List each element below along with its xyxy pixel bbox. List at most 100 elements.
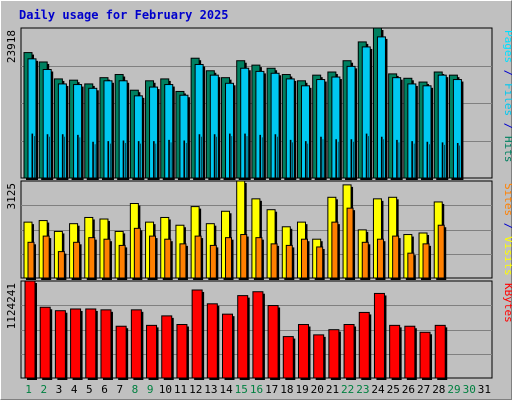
pages-bar-day-11-shadow xyxy=(185,142,187,180)
hits-panel-legend-part-1: / xyxy=(502,63,512,83)
pages-bar-day-29 xyxy=(456,143,459,179)
kbytes-panel-legend-part-0: KBytes xyxy=(502,283,512,323)
pages-bar-day-9 xyxy=(153,141,155,179)
pages-bar-day-17 xyxy=(274,134,277,179)
pages-bar-day-29-shadow xyxy=(459,145,461,180)
pages-bar-day-22-shadow xyxy=(353,141,354,180)
kbytes-bar-day-18 xyxy=(282,336,294,379)
kbytes-bar-day-22 xyxy=(343,324,355,379)
pages-bar-day-8 xyxy=(137,141,140,179)
pages-bar-day-21-shadow xyxy=(337,141,339,180)
day-label-16: 16 xyxy=(250,383,263,396)
pages-bar-day-15-shadow xyxy=(246,136,248,180)
pages-bar-day-11 xyxy=(183,140,186,179)
pages-bar-day-20-shadow xyxy=(322,139,324,180)
pages-bar-day-10 xyxy=(168,139,170,179)
pages-bar-day-13-shadow xyxy=(216,136,217,180)
kbytes-bar-day-20 xyxy=(313,334,325,379)
pages-bar-day-5-shadow xyxy=(94,144,96,180)
pages-bar-day-18-shadow xyxy=(292,142,293,180)
pages-bar-day-1-shadow xyxy=(34,136,35,180)
sites-bar-day-12 xyxy=(194,235,202,279)
day-label-27: 27 xyxy=(417,383,430,396)
pages-bar-day-28-shadow xyxy=(444,144,445,180)
pages-bar-day-22 xyxy=(350,139,353,179)
pages-bar-day-6 xyxy=(107,141,110,179)
kbytes-bar-day-21 xyxy=(328,329,340,379)
pages-bar-day-13 xyxy=(213,134,216,179)
pages-bar-day-4-shadow xyxy=(79,137,81,180)
kbytes-bar-day-6 xyxy=(100,309,112,379)
day-label-11: 11 xyxy=(174,383,187,396)
day-label-6: 6 xyxy=(101,383,108,396)
sites-bar-day-16 xyxy=(255,237,263,279)
day-label-29: 29 xyxy=(447,383,460,396)
kbytes-panel-legend-label: KBytes xyxy=(502,283,512,323)
pages-bar-day-4 xyxy=(77,134,79,179)
day-label-22: 22 xyxy=(341,383,354,396)
kbytes-bar-day-9 xyxy=(146,324,158,379)
day-label-13: 13 xyxy=(204,383,217,396)
pages-bar-day-12 xyxy=(198,134,201,179)
kbytes-bar-day-2 xyxy=(39,306,51,379)
sites-bar-day-21 xyxy=(331,221,339,279)
sites-bar-day-10 xyxy=(164,238,172,279)
day-label-10: 10 xyxy=(159,383,172,396)
day-label-28: 28 xyxy=(432,383,445,396)
pages-bar-day-27 xyxy=(426,141,429,179)
day-label-4: 4 xyxy=(71,383,78,396)
visits-panel-legend-label: Sites / Visits xyxy=(502,183,512,276)
pages-bar-day-7-shadow xyxy=(125,142,126,180)
hits-panel-ymax-label: 23918 xyxy=(5,30,18,63)
sites-bar-day-14 xyxy=(225,237,233,279)
visits-panel-legend-part-2: Visits xyxy=(502,236,512,276)
pages-bar-day-23-shadow xyxy=(368,136,369,180)
day-label-24: 24 xyxy=(371,383,385,396)
day-label-26: 26 xyxy=(402,383,415,396)
pages-bar-day-9-shadow xyxy=(155,143,157,180)
pages-bar-day-10-shadow xyxy=(170,142,172,180)
sites-bar-day-5 xyxy=(88,237,96,279)
day-label-5: 5 xyxy=(86,383,93,396)
pages-bar-day-6-shadow xyxy=(109,143,111,180)
pages-bar-day-18 xyxy=(289,139,292,179)
visits-panel-legend-part-1: / xyxy=(502,216,512,236)
hits-panel-legend-label: Pages / Files / Hits xyxy=(502,30,512,163)
pages-bar-day-20 xyxy=(320,136,322,179)
visits-panel-legend-part-0: Sites xyxy=(502,183,512,216)
pages-bar-day-25 xyxy=(396,139,398,179)
kbytes-bar-day-7 xyxy=(115,325,127,379)
day-label-21: 21 xyxy=(326,383,339,396)
kbytes-bar-day-23 xyxy=(358,311,370,379)
sites-bar-day-20 xyxy=(316,246,324,279)
pages-bar-day-3 xyxy=(61,134,64,179)
day-label-31: 31 xyxy=(478,383,491,396)
kbytes-bar-day-3 xyxy=(54,310,66,379)
pages-bar-day-24 xyxy=(380,136,383,179)
day-label-17: 17 xyxy=(265,383,278,396)
day-label-20: 20 xyxy=(311,383,324,396)
day-label-23: 23 xyxy=(356,383,369,396)
kbytes-bar-day-24 xyxy=(373,292,385,379)
day-label-18: 18 xyxy=(280,383,293,396)
sites-bar-day-6 xyxy=(103,238,111,279)
kbytes-panel-ymax-label: 1124241 xyxy=(5,283,18,329)
kbytes-bar-day-14 xyxy=(222,313,234,379)
kbytes-bar-day-10 xyxy=(161,315,173,379)
sites-bar-day-24 xyxy=(376,238,384,279)
kbytes-bar-day-13 xyxy=(206,303,218,379)
kbytes-bar-day-19 xyxy=(297,324,309,379)
pages-bar-day-16 xyxy=(259,134,262,179)
pages-bar-day-25-shadow xyxy=(398,142,400,180)
kbytes-bar-day-28 xyxy=(434,324,446,379)
visits-panel-ymax-label: 3125 xyxy=(5,183,18,210)
day-label-25: 25 xyxy=(387,383,400,396)
pages-bar-day-7 xyxy=(122,140,125,179)
hits-panel-legend-part-3: / xyxy=(502,116,512,136)
sites-bar-day-17 xyxy=(270,243,278,279)
pages-bar-day-21 xyxy=(335,139,337,179)
day-label-19: 19 xyxy=(295,383,308,396)
pages-bar-day-19-shadow xyxy=(307,143,309,180)
hits-panel-legend-part-0: Pages xyxy=(502,30,512,63)
